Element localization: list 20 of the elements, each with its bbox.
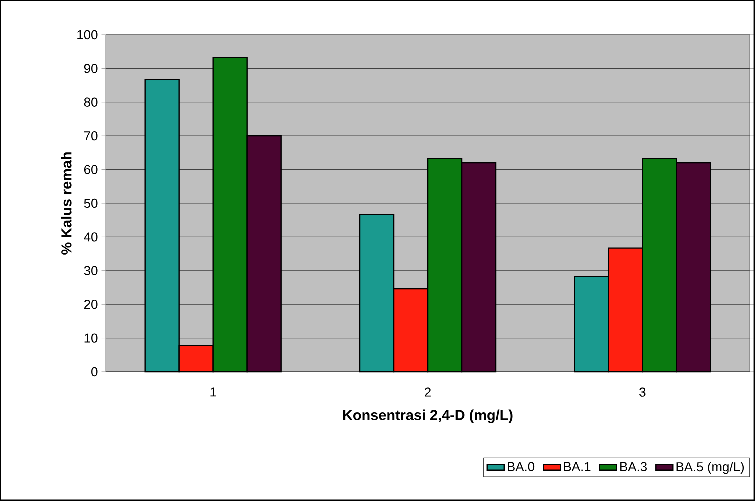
x-axis-title: Konsentrasi 2,4-D (mg/L) — [343, 410, 513, 424]
x-tick-label: 1 — [210, 388, 216, 397]
y-tick-label: 40 — [84, 232, 98, 242]
y-tick-label: 50 — [84, 198, 98, 208]
y-tick-label: 60 — [84, 165, 98, 174]
legend-label: BA.1 — [564, 462, 591, 472]
x-tick-label: 2 — [425, 388, 431, 397]
y-tick-label: 100 — [78, 30, 98, 40]
y-tick-label: 20 — [84, 300, 98, 310]
y-tick-label: 0 — [92, 367, 98, 377]
y-tick-label: 30 — [84, 266, 98, 276]
legend-label: BA.5 (mg/L) — [676, 462, 744, 474]
legend-label: BA.0 — [508, 462, 535, 472]
legend-label: BA.3 — [620, 462, 647, 472]
y-tick-label: 70 — [84, 132, 98, 141]
y-tick-label: 80 — [84, 98, 98, 107]
y-tick-label: 90 — [84, 64, 98, 74]
y-tick-label: 10 — [84, 334, 98, 343]
y-axis-title: % Kalus remah — [61, 152, 72, 255]
x-tick-label: 3 — [640, 388, 646, 397]
